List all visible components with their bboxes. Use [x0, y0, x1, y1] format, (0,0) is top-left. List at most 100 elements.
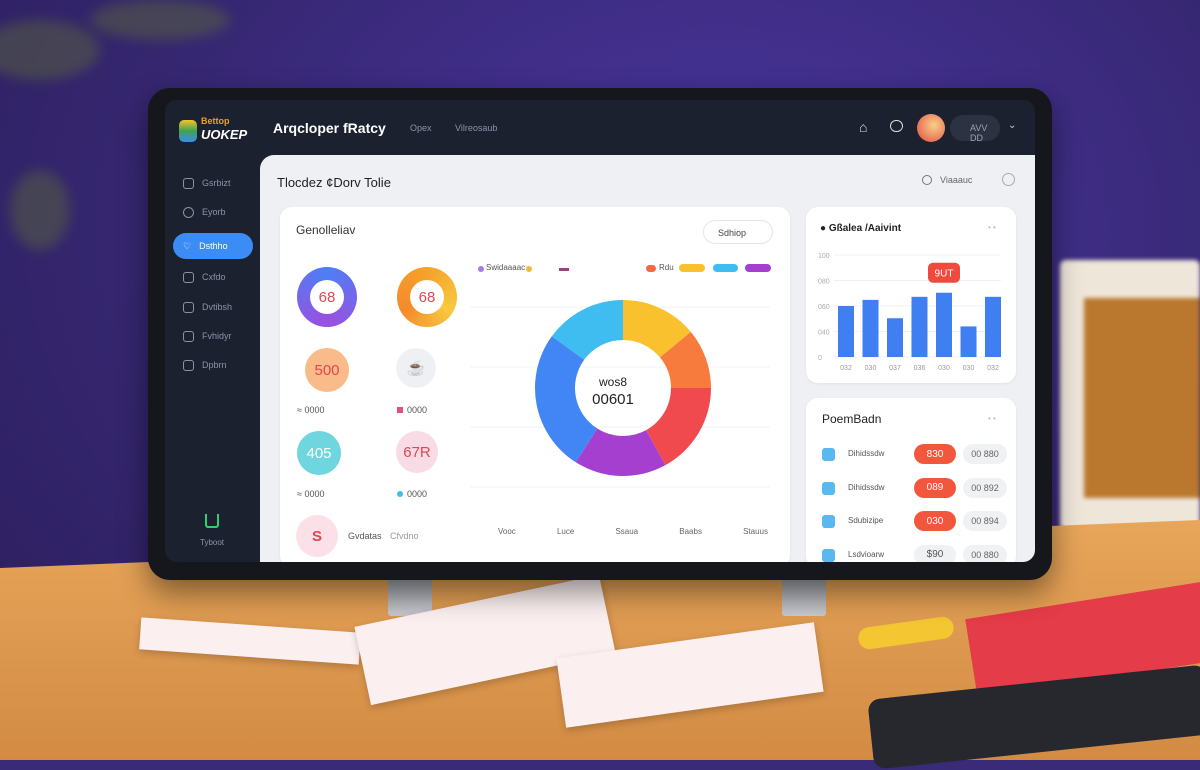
- bar[interactable]: [911, 296, 928, 357]
- donut-segment[interactable]: [535, 336, 598, 463]
- app-title: Arqcloper fRatcy: [273, 120, 386, 136]
- stat-ring: 68: [297, 267, 357, 327]
- heart-icon: ♡: [183, 240, 192, 251]
- more-icon[interactable]: • •: [988, 223, 996, 232]
- logo-text: UOKEP: [201, 127, 248, 142]
- more-icon[interactable]: • •: [988, 414, 996, 423]
- chevron-down-icon[interactable]: ⌄: [1008, 120, 1017, 131]
- y-tick-label: 0: [818, 355, 822, 362]
- overview-card: Genolleliav Sdhiop 68 68 500 ☕ ≈ 0000 00…: [280, 207, 790, 562]
- ranking-row[interactable]: Sdubizipe 030 00 894: [806, 510, 1016, 534]
- stat-bubble: 67R: [396, 431, 438, 473]
- bar-tooltip: [928, 262, 960, 283]
- row-name: Dihidssdw: [848, 449, 885, 458]
- donut-segment[interactable]: [551, 300, 623, 360]
- sidebar-item-fvhidyr[interactable]: Fvhidyr: [173, 323, 253, 349]
- sidebar-item-eyorb[interactable]: Eyorb: [173, 199, 253, 225]
- date-filter[interactable]: Viaaauc: [940, 175, 973, 185]
- legend-pill: [713, 264, 738, 272]
- x-tick-label: 030: [963, 365, 975, 372]
- donut-center-label: wos8: [598, 375, 627, 389]
- logo-mark: [179, 120, 197, 142]
- x-tick-label: 030: [938, 365, 950, 372]
- row-badge: 030: [914, 511, 956, 531]
- footer-item[interactable]: Luce: [556, 527, 575, 536]
- home-icon[interactable]: ⌂: [859, 119, 868, 135]
- donut-segment[interactable]: [659, 331, 711, 388]
- x-tick-label: 037: [889, 365, 901, 372]
- x-tick-label: 036: [914, 365, 926, 372]
- x-tick-label: 030: [865, 365, 877, 372]
- y-tick-label: 060: [818, 304, 830, 311]
- filter-button[interactable]: Sdhiop: [703, 220, 773, 244]
- legend-pill: [679, 264, 705, 272]
- y-tick-label: 080: [818, 279, 830, 286]
- image-icon: [183, 330, 194, 342]
- stat-caption: ≈ 0000: [297, 489, 325, 499]
- plant-leaf: [90, 0, 230, 40]
- plant-leaf: [10, 170, 70, 250]
- settings-icon[interactable]: [1002, 173, 1015, 186]
- donut-segment[interactable]: [646, 388, 711, 466]
- footer-item[interactable]: Ssaua: [615, 527, 639, 536]
- stat-value: 68: [410, 280, 444, 314]
- stat-bubble: 500: [305, 348, 349, 392]
- stat-caption: Gvdatas: [348, 531, 382, 541]
- sidebar-item-label: Dvtibsh: [202, 302, 233, 312]
- clock-icon: [922, 175, 932, 185]
- app-logo[interactable]: Bettop UOKEP: [179, 114, 248, 148]
- bar[interactable]: [960, 326, 977, 357]
- user-menu[interactable]: AVV DD: [950, 115, 1000, 143]
- x-tick-label: 032: [987, 365, 999, 372]
- app-icon: [822, 448, 835, 461]
- sidebar-item-dsthho[interactable]: ♡ Dsthho: [173, 233, 253, 259]
- sidebar-bottom-label: Tyboot: [200, 538, 225, 547]
- sidebar-item-gsrbizt[interactable]: Gsrbizt: [173, 170, 253, 196]
- ranking-row[interactable]: Dihidssdw 089 00 892: [806, 477, 1016, 501]
- sidebar-item-label: Eyorb: [202, 207, 226, 217]
- legend-label: Swidaaaac: [486, 263, 526, 272]
- row-badge: 830: [914, 444, 956, 464]
- bar[interactable]: [985, 296, 1001, 357]
- legend-dot: [478, 266, 484, 272]
- sidebar-item-dpbrn[interactable]: Dpbrn: [173, 352, 253, 378]
- ranking-row[interactable]: Dihidssdw 830 00 880: [806, 443, 1016, 467]
- donut-segment[interactable]: [575, 428, 666, 476]
- legend-dot: [646, 265, 656, 272]
- footer-item[interactable]: Stauus: [743, 527, 768, 536]
- row-value: 00 880: [963, 544, 1007, 562]
- row-value: 00 880: [963, 444, 1007, 464]
- footer-item[interactable]: Vooc: [498, 527, 516, 536]
- bar[interactable]: [838, 306, 854, 357]
- sidebar-item-label: Gsrbizt: [202, 178, 231, 188]
- app-icon: [822, 548, 835, 562]
- row-value: 00 894: [963, 511, 1007, 531]
- plant-leaf: [0, 20, 100, 80]
- bar-tooltip-label: 9UT: [935, 269, 954, 280]
- app-icon: [822, 481, 835, 495]
- stat-value: 68: [310, 280, 344, 314]
- bar[interactable]: [936, 292, 952, 357]
- donut-chart: [470, 300, 770, 488]
- ranking-row[interactable]: Lsdvioarw $90 00 880: [806, 544, 1016, 562]
- bar[interactable]: [862, 299, 879, 357]
- footer-item[interactable]: Baabs: [679, 527, 702, 536]
- folder-icon: [183, 301, 194, 313]
- file-icon: [183, 359, 194, 371]
- filter-button-label: Sdhiop: [718, 228, 747, 238]
- sidebar-item-label: Dsthho: [199, 241, 228, 251]
- logo-text: Bettop: [201, 116, 230, 126]
- row-value: 00 892: [963, 477, 1007, 498]
- sidebar-item-cxfdo[interactable]: Cxfdo: [173, 264, 253, 290]
- main-content: Tlocdez ¢Dorv Tolie Viaaauc Genolleliav …: [260, 155, 1035, 562]
- donut-segment[interactable]: [623, 300, 691, 358]
- nav-link[interactable]: Vilreosaub: [455, 123, 498, 133]
- avatar[interactable]: [917, 114, 945, 142]
- sidebar-item-dvtibsh[interactable]: Dvtibsh: [173, 294, 253, 320]
- chat-icon[interactable]: [890, 120, 903, 132]
- nav-link[interactable]: Opex: [410, 123, 432, 133]
- bar[interactable]: [887, 318, 903, 357]
- export-icon[interactable]: [205, 514, 219, 528]
- bar-chart-title: ● Gßalea /Aaivint: [820, 223, 902, 234]
- ranking-title: PoemBadn: [822, 412, 882, 426]
